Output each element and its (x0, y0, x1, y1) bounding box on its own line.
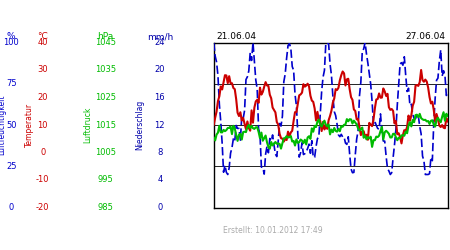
Text: 20: 20 (154, 66, 165, 74)
Text: hPa: hPa (98, 32, 114, 41)
Text: Temperatur: Temperatur (25, 103, 34, 147)
Text: -10: -10 (36, 176, 50, 184)
Text: Niederschlag: Niederschlag (135, 100, 144, 150)
Text: Luftdruck: Luftdruck (83, 107, 92, 143)
Text: °C: °C (37, 32, 48, 41)
Text: Luftfeuchtigkeit: Luftfeuchtigkeit (0, 95, 7, 155)
Text: Erstellt: 10.01.2012 17:49: Erstellt: 10.01.2012 17:49 (223, 226, 323, 235)
Text: 1005: 1005 (95, 148, 116, 157)
Text: mm/h: mm/h (147, 32, 173, 41)
Text: 50: 50 (6, 120, 17, 130)
Text: 995: 995 (98, 176, 113, 184)
Text: 40: 40 (37, 38, 48, 47)
Text: 100: 100 (4, 38, 19, 47)
Text: 24: 24 (154, 38, 165, 47)
Text: 75: 75 (6, 79, 17, 88)
Text: 21.06.04: 21.06.04 (216, 32, 256, 41)
Text: 0: 0 (157, 203, 162, 212)
Text: 1035: 1035 (95, 66, 116, 74)
Text: 16: 16 (154, 93, 165, 102)
Text: 1015: 1015 (95, 120, 116, 130)
Text: 10: 10 (37, 120, 48, 130)
Text: 12: 12 (154, 120, 165, 130)
Text: 27.06.04: 27.06.04 (405, 32, 446, 41)
Text: 1025: 1025 (95, 93, 116, 102)
Text: -20: -20 (36, 203, 50, 212)
Text: 8: 8 (157, 148, 162, 157)
Text: 0: 0 (40, 148, 45, 157)
Text: 985: 985 (98, 203, 114, 212)
Text: 20: 20 (37, 93, 48, 102)
Text: %: % (7, 32, 16, 41)
Text: 30: 30 (37, 66, 48, 74)
Text: 25: 25 (6, 162, 17, 171)
Text: 1045: 1045 (95, 38, 116, 47)
Text: 0: 0 (9, 203, 14, 212)
Text: 4: 4 (157, 176, 162, 184)
